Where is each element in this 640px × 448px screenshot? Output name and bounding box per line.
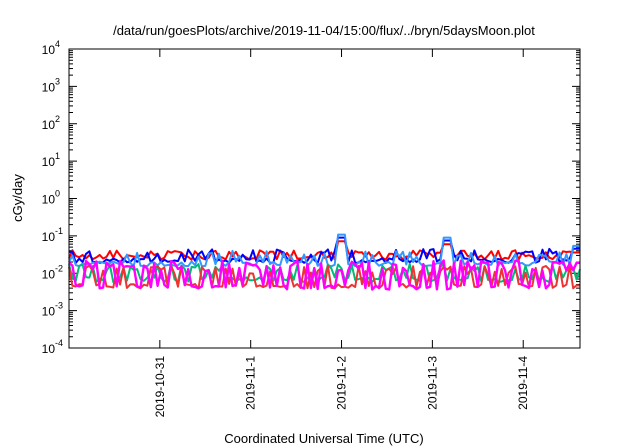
y-tick-exponent: -4 — [55, 338, 63, 348]
plot-series — [68, 233, 581, 291]
y-tick-label: 10 — [42, 267, 56, 281]
x-axis: 2019-10-31 2019-11-1 2019-11-2 2019-11-3 201… — [153, 49, 530, 417]
y-axis-title: cGy/day — [10, 174, 25, 222]
y-tick-label: 10 — [42, 43, 56, 57]
y-tick-exponent: -3 — [55, 301, 63, 311]
x-tick-label: 2019-11-3 — [425, 356, 439, 410]
y-tick-label: 10 — [42, 342, 56, 356]
y-tick-exponent: 2 — [55, 114, 60, 124]
y-tick-label: 10 — [42, 118, 56, 132]
y-tick-label: 10 — [42, 155, 56, 169]
x-tick-label: 2019-11-4 — [516, 356, 530, 410]
y-tick-exponent: -2 — [55, 263, 63, 273]
y-tick-exponent: -1 — [55, 226, 63, 236]
y-tick-exponent: 3 — [55, 76, 60, 86]
y-tick-exponent: 0 — [55, 189, 60, 199]
x-tick-label: 2019-11-1 — [244, 356, 258, 410]
x-tick-label: 2019-10-31 — [153, 356, 167, 418]
y-tick-exponent: 1 — [55, 151, 60, 161]
y-tick-exponent: 4 — [55, 39, 60, 49]
series-line — [68, 259, 581, 291]
y-tick-label: 10 — [42, 230, 56, 244]
x-tick-label: 2019-11-2 — [335, 356, 349, 410]
y-tick-label: 10 — [42, 80, 56, 94]
plot-frame — [68, 48, 581, 349]
x-axis-title: Coordinated Universal Time (UTC) — [224, 431, 423, 446]
y-tick-label: 10 — [42, 305, 56, 319]
chart-title: /data/run/goesPlots/archive/2019-11-04/1… — [113, 23, 535, 38]
y-tick-label: 10 — [42, 193, 56, 207]
series-line — [68, 233, 580, 268]
